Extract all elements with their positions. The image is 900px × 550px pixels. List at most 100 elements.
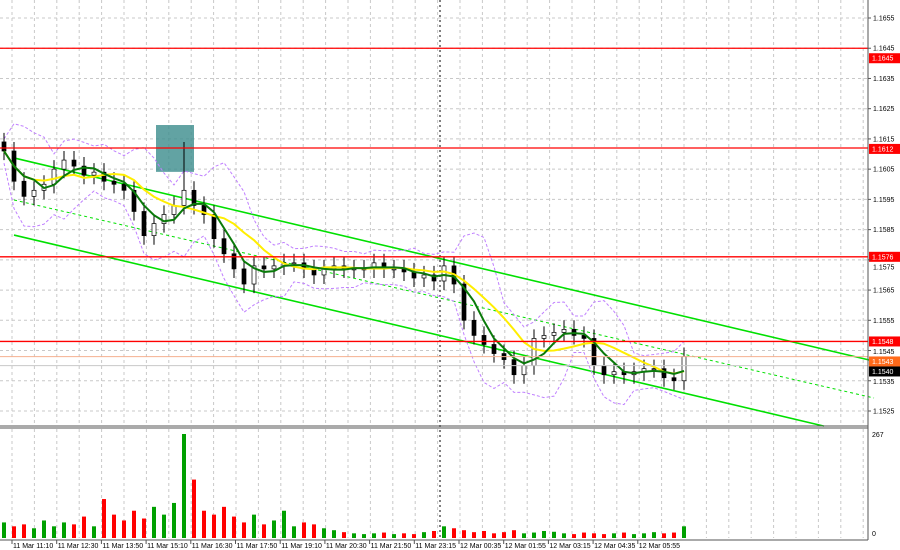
price-tick-label: 1.1655 <box>873 16 895 23</box>
volume-bar <box>352 533 356 538</box>
candle <box>81 165 87 176</box>
candle <box>241 268 247 285</box>
level-label: 1.1576 <box>872 254 894 261</box>
volume-bar <box>62 522 66 538</box>
candle <box>681 356 687 382</box>
volume-bar <box>172 502 176 538</box>
envelope-bands <box>3 123 685 406</box>
candle <box>271 265 277 270</box>
volume-bar <box>452 528 456 538</box>
volume-bar <box>262 524 266 538</box>
candle <box>461 283 467 321</box>
volume-panel: 267 0 <box>2 432 884 538</box>
candle <box>51 168 57 185</box>
moving-averages <box>3 150 685 375</box>
volume-bar <box>392 534 396 538</box>
volume-bar <box>282 510 286 538</box>
volume-bar <box>652 532 656 538</box>
volume-bar <box>482 530 486 538</box>
candle <box>71 159 77 167</box>
level-label: 1.1645 <box>872 56 894 63</box>
time-tick-label: 12 Mar 03:15 <box>549 543 590 550</box>
volume-bar <box>622 532 626 538</box>
candle <box>181 189 187 206</box>
price-levels: 1.1645 1.1612 1.1576 1.1548 1.1543 1.1540 <box>0 47 900 377</box>
ma-fast-line <box>3 150 685 375</box>
time-tick-label: 11 Mar 23:15 <box>415 543 456 550</box>
volume-bar <box>272 520 276 538</box>
ask-label-bg <box>869 356 900 367</box>
level-label-bg <box>869 143 900 154</box>
time-tick-label: 12 Mar 05:55 <box>639 543 680 550</box>
level-label-bg <box>869 251 900 262</box>
volume-bar <box>52 526 56 538</box>
level-label-bg <box>869 336 900 347</box>
volume-bar <box>412 534 416 538</box>
volume-bar <box>382 532 386 538</box>
candle <box>111 180 117 185</box>
volume-bar <box>442 526 446 538</box>
volume-bar <box>92 526 96 538</box>
volume-bar <box>302 522 306 538</box>
envelope-lower <box>3 162 685 406</box>
price-tick-label: 1.1595 <box>873 197 895 204</box>
price-tick-label: 1.1525 <box>873 408 895 415</box>
volume-bar <box>332 530 336 538</box>
volume-bar <box>592 533 596 538</box>
candle <box>31 189 37 197</box>
volume-bar <box>22 524 26 538</box>
candle <box>551 332 557 336</box>
time-tick-label: 12 Mar 00:35 <box>460 543 501 550</box>
axes <box>0 0 869 541</box>
channel-line-lower <box>13 234 825 427</box>
volume-bar <box>72 524 76 538</box>
volume-bar <box>132 510 136 538</box>
candle <box>101 171 107 182</box>
ma-slow-line <box>3 150 685 375</box>
volume-bar <box>672 532 676 538</box>
price-tick-label: 1.1615 <box>873 136 895 143</box>
candle <box>481 335 487 345</box>
price-tick-label: 1.1575 <box>873 264 895 271</box>
time-tick-label: 12 Mar 04:35 <box>594 543 635 550</box>
candle <box>541 335 547 339</box>
volume-bar <box>372 533 376 538</box>
volume-bar <box>472 532 476 538</box>
candle <box>191 189 197 206</box>
candle <box>491 344 497 354</box>
volume-bar <box>582 532 586 538</box>
volume-bar <box>542 530 546 538</box>
volume-bar <box>232 516 236 538</box>
volume-bar <box>122 520 126 538</box>
candles <box>1 132 687 390</box>
price-tick-label: 1.1545 <box>873 349 895 356</box>
volume-bar <box>2 522 6 538</box>
time-tick-label: 11 Mar 21:50 <box>371 543 412 550</box>
time-tick-label: 11 Mar 13:50 <box>102 543 143 550</box>
volume-bar <box>162 514 166 538</box>
candle <box>221 238 227 255</box>
volume-max-label: 267 <box>872 432 884 439</box>
candle <box>391 268 397 271</box>
envelope-upper <box>3 123 685 357</box>
bid-label: 1.1540 <box>872 369 894 376</box>
candle <box>251 265 257 285</box>
volume-bar <box>292 526 296 538</box>
time-tick-label: 11 Mar 16:30 <box>192 543 233 550</box>
time-tick-label: 11 Mar 19:10 <box>281 543 322 550</box>
level-label-bg <box>869 53 900 64</box>
candle <box>671 377 677 382</box>
candle <box>581 335 587 339</box>
trend-channel <box>13 157 875 427</box>
volume-bar <box>632 534 636 538</box>
price-tick-label: 1.1535 <box>873 379 895 386</box>
candle <box>421 274 427 279</box>
candle <box>521 365 527 376</box>
candle <box>561 329 567 333</box>
time-tick-label: 11 Mar 20:30 <box>326 543 367 550</box>
candle <box>151 223 157 237</box>
time-tick-label: 12 Mar 01:55 <box>505 543 546 550</box>
volume-bar <box>362 534 366 538</box>
candle <box>61 159 67 170</box>
